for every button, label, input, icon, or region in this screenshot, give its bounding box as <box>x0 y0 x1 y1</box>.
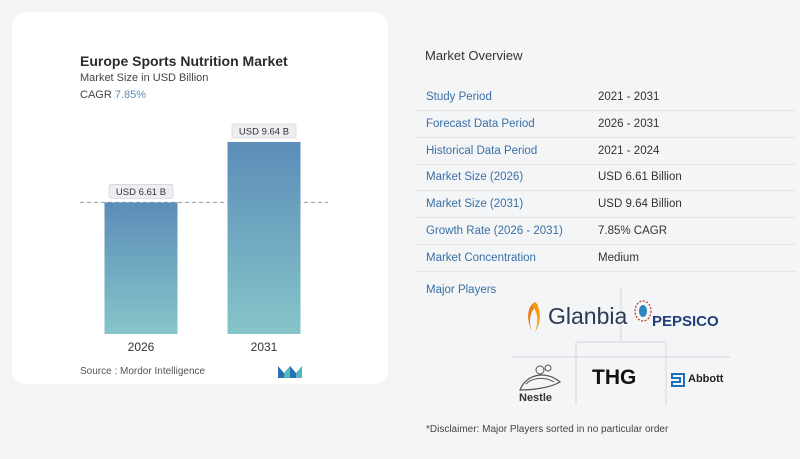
row-value: USD 9.64 Billion <box>598 198 682 210</box>
pepsico-icon <box>634 300 652 322</box>
glanbia-icon <box>528 302 540 332</box>
row-label: Historical Data Period <box>426 145 538 157</box>
cagr: CAGR 7.85% <box>80 89 146 101</box>
row-label: Study Period <box>426 91 492 103</box>
cagr-label: CAGR <box>80 89 112 101</box>
overview-row: Study Period 2021 - 2031 <box>416 84 796 111</box>
chart-card <box>12 12 388 384</box>
source-note: Source : Mordor Intelligence <box>80 366 206 377</box>
overview-row: Growth Rate (2026 - 2031) 7.85% CAGR <box>416 218 796 245</box>
row-value: 2026 - 2031 <box>598 118 660 130</box>
overview-row: Market Size (2031) USD 9.64 Billion <box>416 191 796 218</box>
overview-row: Historical Data Period 2021 - 2024 <box>416 138 796 165</box>
major-players-title: Major Players <box>426 284 497 296</box>
row-label: Market Concentration <box>426 252 536 264</box>
row-value: 2021 - 2031 <box>598 91 660 103</box>
thg-logo: THG <box>592 366 637 389</box>
row-value: 7.85% CAGR <box>598 225 668 237</box>
mordor-intelligence-logo <box>278 366 302 378</box>
row-value: Medium <box>598 252 639 264</box>
data-label-box <box>231 123 297 139</box>
data-label-box <box>108 184 174 199</box>
row-value: USD 6.61 Billion <box>598 171 682 183</box>
row-value: 2021 - 2024 <box>598 145 660 157</box>
nestle-logo: Nestle <box>519 392 553 404</box>
x-tick-label: 2031 <box>251 340 278 354</box>
x-tick-label: 2026 <box>128 340 155 354</box>
overview-row: Market Size (2026) USD 6.61 Billion <box>416 164 796 191</box>
overview-row: Market Concentration Medium <box>416 245 796 272</box>
bar-chart: USD 6.61 B 2026 USD 9.64 B 2031 <box>80 123 328 354</box>
bar-2031 <box>227 142 301 334</box>
data-label-2026: USD 6.61 B <box>108 184 174 199</box>
chart-title: Europe Sports Nutrition Market <box>80 53 288 69</box>
pepsico-logo: PEPSICO <box>652 313 719 330</box>
market-overview-panel: Market Overview Study Period 2021 - 2031… <box>412 0 800 459</box>
overview-title: Market Overview <box>425 48 523 63</box>
overview-row: Forecast Data Period 2026 - 2031 <box>416 111 796 138</box>
bar-2026 <box>104 202 178 334</box>
nestle-nest-icon <box>519 364 562 391</box>
glanbia-logo: Glanbia <box>548 303 628 329</box>
logo-grid-lines <box>512 288 730 405</box>
row-label: Market Size (2026) <box>426 171 524 183</box>
chart-subtitle: Market Size in USD Billion <box>80 72 209 84</box>
disclaimer: *Disclaimer: Major Players sorted in no … <box>426 424 669 435</box>
cagr-value: 7.85% <box>114 89 146 101</box>
abbott-icon <box>671 373 685 387</box>
data-label-2031: USD 9.64 B <box>231 123 297 139</box>
row-label: Forecast Data Period <box>426 118 535 130</box>
abbott-logo: Abbott <box>688 373 724 385</box>
data-label-text: USD 6.61 B <box>116 187 166 198</box>
data-label-text: USD 9.64 B <box>239 127 289 138</box>
row-label: Market Size (2031) <box>426 198 524 210</box>
player-logos: Glanbia PEPSICO Nestle THG Abbott <box>412 0 800 459</box>
row-label: Growth Rate (2026 - 2031) <box>426 225 563 237</box>
